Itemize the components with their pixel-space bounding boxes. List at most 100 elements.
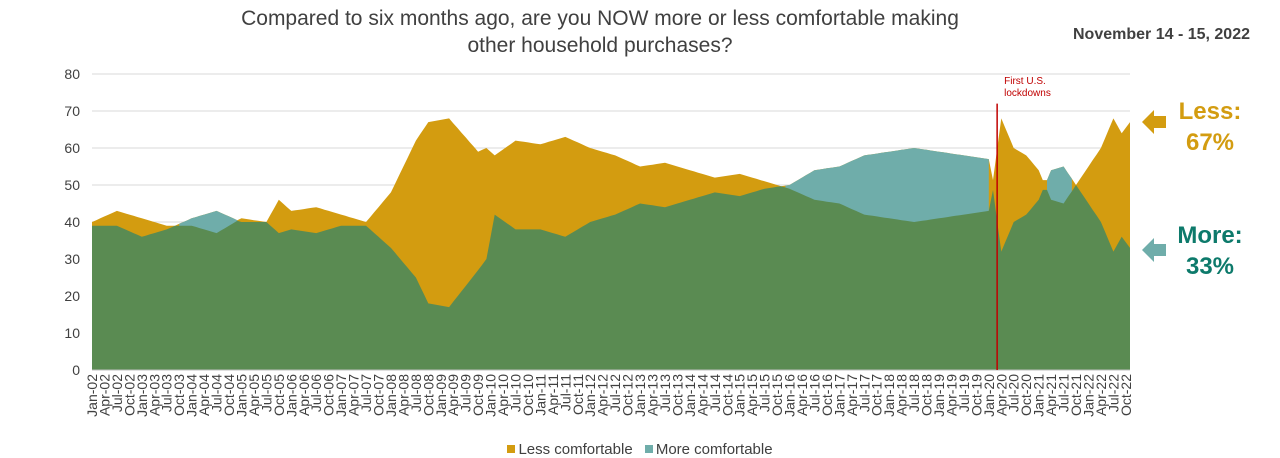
x-tick-label: Apr-15 <box>744 374 760 416</box>
x-tick-label: Apr-12 <box>595 374 611 416</box>
x-tick-label: Oct-15 <box>769 374 785 416</box>
x-tick-label: Jan-11 <box>532 374 548 416</box>
x-tick-label: Jul-06 <box>308 374 324 412</box>
x-tick-label: Jul-22 <box>1105 374 1121 412</box>
legend-swatch-more <box>644 445 653 453</box>
x-tick-label: Jan-20 <box>981 374 997 417</box>
x-tick-label: Jul-11 <box>557 374 573 411</box>
x-tick-label: Jul-03 <box>159 374 175 412</box>
x-tick-label: Apr-14 <box>694 374 710 416</box>
legend-label-less: Less comfortable <box>518 441 633 458</box>
x-tick-label: Jan-02 <box>84 374 100 417</box>
x-tick-label: Apr-08 <box>395 374 411 416</box>
x-tick-label: Jan-12 <box>582 374 598 417</box>
y-tick-label: 80 <box>64 66 80 82</box>
x-tick-label: Oct-07 <box>371 374 387 416</box>
x-tick-label: Jan-17 <box>831 374 847 417</box>
x-tick-label: Oct-06 <box>321 374 337 416</box>
x-tick-label: Jan-06 <box>283 374 299 417</box>
x-tick-label: Apr-11 <box>545 374 561 415</box>
y-tick-label: 40 <box>64 214 80 230</box>
x-tick-label: Oct-12 <box>620 374 636 416</box>
x-tick-label: Jul-08 <box>408 374 424 412</box>
legend: Less comfortable More comfortable <box>0 441 1280 458</box>
x-tick-label: Apr-04 <box>196 374 212 416</box>
x-tick-label: Jul-04 <box>209 374 225 412</box>
lockdown-annotation-line-1: First U.S. <box>1004 76 1046 87</box>
x-tick-label: Apr-20 <box>993 374 1009 416</box>
x-tick-label: Oct-03 <box>171 374 187 416</box>
x-tick-label: Jul-13 <box>657 374 673 412</box>
y-tick-label: 0 <box>72 362 80 378</box>
x-tick-label: Apr-10 <box>495 374 511 416</box>
x-tick-label: Apr-19 <box>944 374 960 416</box>
legend-swatch-less <box>507 445 516 453</box>
x-tick-label: Oct-21 <box>1068 374 1084 416</box>
legend-item-less: Less comfortable <box>507 441 633 458</box>
y-tick-label: 10 <box>64 325 80 341</box>
x-tick-label: Jul-12 <box>607 374 623 412</box>
x-tick-label: Oct-19 <box>968 374 984 416</box>
x-tick-label: Apr-02 <box>97 374 113 416</box>
y-tick-label: 50 <box>64 177 80 193</box>
x-tick-label: Apr-16 <box>794 374 810 416</box>
x-tick-label: Oct-20 <box>1018 374 1034 416</box>
x-tick-label: Jul-18 <box>906 374 922 412</box>
more-arrow-icon <box>1142 238 1166 262</box>
y-tick-label: 30 <box>64 251 80 267</box>
x-tick-label: Oct-18 <box>919 374 935 416</box>
x-tick-label: Apr-07 <box>346 374 362 416</box>
x-tick-label: Oct-11 <box>570 374 586 415</box>
x-tick-label: Oct-22 <box>1118 374 1134 416</box>
x-tick-label: Apr-17 <box>844 374 860 416</box>
x-tick-label: Jan-10 <box>483 374 499 417</box>
x-tick-label: Jan-14 <box>682 374 698 417</box>
more-callout: More: 33% <box>1160 220 1260 282</box>
x-tick-label: Jul-10 <box>508 374 524 412</box>
x-tick-label: Oct-02 <box>121 374 137 416</box>
x-tick-label: Jul-17 <box>856 374 872 412</box>
x-tick-label: Jul-09 <box>458 374 474 412</box>
x-tick-label: Jan-21 <box>1031 374 1047 417</box>
x-tick-label: Jul-15 <box>757 374 773 412</box>
x-tick-label: Jul-05 <box>258 374 274 412</box>
less-callout-label: Less: <box>1178 98 1242 125</box>
survey-date: November 14 - 15, 2022 <box>1073 26 1250 43</box>
x-tick-label: Oct-10 <box>520 374 536 416</box>
x-tick-label: Jan-08 <box>383 374 399 417</box>
x-tick-label: Jul-20 <box>1006 374 1022 412</box>
x-tick-label: Jan-04 <box>184 374 200 417</box>
x-tick-label: Jan-16 <box>782 374 798 417</box>
x-tick-label: Jan-22 <box>1081 374 1097 417</box>
x-tick-label: Oct-09 <box>470 374 486 416</box>
legend-item-more: More comfortable <box>644 441 773 458</box>
x-tick-label: Oct-17 <box>869 374 885 416</box>
more-callout-value: 33% <box>1185 253 1235 280</box>
x-tick-label: Jul-14 <box>707 374 723 412</box>
legend-label-more: More comfortable <box>655 441 773 458</box>
x-tick-label: Apr-21 <box>1043 374 1059 416</box>
lockdown-annotation-line-2: lockdowns <box>1004 88 1051 99</box>
x-tick-label: Oct-08 <box>420 374 436 416</box>
title-line-1: Compared to six months ago, are you NOW … <box>241 7 959 30</box>
less-arrow-icon <box>1142 110 1166 134</box>
x-tick-label: Jan-03 <box>134 374 150 417</box>
less-callout: Less: 67% <box>1160 96 1260 158</box>
y-tick-label: 20 <box>64 288 80 304</box>
y-tick-label: 70 <box>64 103 80 119</box>
x-tick-label: Jan-05 <box>234 374 250 417</box>
overlap-area <box>92 185 1130 370</box>
x-tick-label: Jul-21 <box>1056 374 1072 412</box>
x-tick-label: Jul-07 <box>358 374 374 412</box>
x-tick-label: Oct-04 <box>221 374 237 416</box>
x-tick-label: Apr-22 <box>1093 374 1109 416</box>
x-tick-label: Apr-09 <box>445 374 461 416</box>
more-callout-label: More: <box>1177 222 1243 249</box>
x-tick-label: Oct-14 <box>719 374 735 416</box>
y-tick-label: 60 <box>64 140 80 156</box>
x-tick-label: Jan-15 <box>732 374 748 417</box>
title-line-2: other household purchases? <box>467 34 733 57</box>
x-tick-label: Apr-06 <box>296 374 312 416</box>
x-tick-label: Jul-19 <box>956 374 972 412</box>
